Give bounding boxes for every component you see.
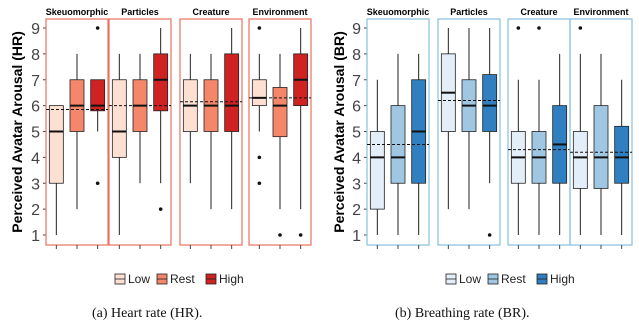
outlier-point [298, 233, 303, 237]
y-tick-label: 9 [352, 21, 361, 38]
panel-title: Creature [520, 7, 557, 17]
legend-label-high: High [550, 272, 575, 286]
box-low [572, 131, 588, 189]
legend-label-rest: Rest [501, 272, 526, 286]
panel-title: Skeuomorphic [367, 7, 430, 17]
panel-title: Environment [252, 7, 307, 17]
outlier-point [516, 26, 521, 30]
panel-title: Skeuomorphic [46, 7, 109, 17]
panel-title: Creature [192, 7, 229, 17]
box-low [369, 131, 385, 210]
outlier-point [278, 233, 282, 237]
panel-title: Environment [573, 7, 628, 17]
y-tick-label: 1 [31, 228, 40, 245]
y-tick-label: 7 [31, 73, 40, 90]
box-low [48, 105, 64, 184]
caption-br: (b) Breathing rate (BR). [395, 306, 530, 321]
y-tick-label: 8 [31, 47, 40, 64]
panel-title: Particles [121, 7, 159, 17]
legend-label-low: Low [459, 272, 481, 286]
box-low [251, 79, 267, 107]
outlier-point [257, 155, 262, 160]
box-high [482, 74, 498, 132]
y-tick-label: 1 [352, 228, 361, 245]
panel-title: Particles [450, 7, 488, 17]
y-tick-label: 2 [352, 202, 361, 219]
box-rest [593, 105, 609, 189]
box-low [111, 79, 127, 158]
outlier-point [95, 181, 100, 186]
y-tick-label: 4 [31, 150, 40, 167]
legend-label-high: High [219, 272, 244, 286]
outlier-point [257, 181, 262, 186]
box-high [90, 79, 106, 112]
y-axis-label-hr: Perceived Avatar Arousal (HR) [9, 31, 25, 233]
y-tick-label: 2 [31, 202, 40, 219]
outlier-point [95, 26, 100, 30]
y-axis-label-br: Perceived Avatar Arousal (BR) [331, 31, 347, 233]
outlier-point [257, 26, 262, 30]
y-tick-label: 3 [352, 176, 361, 193]
caption-hr: (a) Heart rate (HR). [92, 306, 203, 321]
outlier-point [487, 233, 492, 237]
legend-label-rest: Rest [170, 272, 195, 286]
y-tick-label: 5 [31, 125, 40, 142]
outlier-point [158, 207, 163, 211]
outlier-point [578, 26, 583, 30]
y-tick-label: 9 [31, 21, 40, 38]
y-tick-label: 3 [31, 176, 40, 193]
y-tick-label: 6 [31, 99, 40, 116]
legend-label-low: Low [128, 272, 150, 286]
box-high [224, 53, 240, 132]
y-tick-label: 8 [352, 47, 361, 64]
outlier-point [537, 26, 541, 30]
box-high [153, 53, 169, 112]
box-rest [272, 87, 288, 138]
y-tick-label: 5 [352, 125, 361, 142]
y-tick-label: 6 [352, 99, 361, 116]
y-tick-label: 4 [352, 150, 361, 167]
box-high [614, 125, 630, 184]
y-tick-label: 7 [352, 73, 361, 90]
